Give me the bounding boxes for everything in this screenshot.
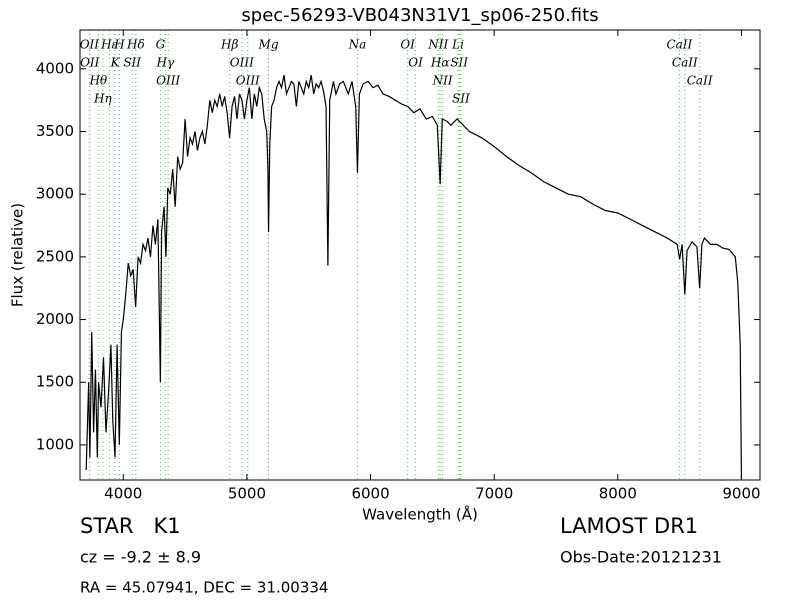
line-label: Mg <box>258 38 279 52</box>
line-label: Hα <box>430 56 450 70</box>
y-tick-label: 3500 <box>36 122 74 140</box>
object-class: STAR K1 <box>80 514 181 538</box>
line-label: OIII <box>230 56 254 70</box>
line-label: Hε <box>100 38 118 52</box>
x-tick-label: 6000 <box>351 485 389 503</box>
survey: LAMOST DR1 <box>560 514 698 538</box>
y-axis-label: Flux (relative) <box>9 203 27 307</box>
line-label: SII <box>450 56 468 70</box>
line-label: OIII <box>156 74 180 88</box>
line-label: OII <box>80 38 100 52</box>
line-label: Hθ <box>88 74 107 88</box>
line-label: Hβ <box>220 38 238 52</box>
plot-area <box>85 75 743 480</box>
line-label: OI <box>400 38 415 52</box>
line-label: NII <box>432 74 453 88</box>
line-label: CaII <box>672 56 698 70</box>
line-label: H <box>113 38 125 52</box>
x-tick-label: 9000 <box>722 485 760 503</box>
line-label: CaII <box>687 74 713 88</box>
x-tick-label: 7000 <box>475 485 513 503</box>
line-label: SII <box>452 92 470 106</box>
coordinates: RA = 45.07941, DEC = 31.00334 <box>80 579 328 597</box>
y-tick-label: 1000 <box>36 435 74 453</box>
line-label: OIII <box>236 74 260 88</box>
y-tick-label: 2500 <box>36 247 74 265</box>
redshift: cz = -9.2 ± 8.9 <box>80 548 201 567</box>
x-axis-label: Wavelength (Å) <box>362 505 478 524</box>
line-label: Hδ <box>126 38 145 52</box>
x-tick-label: 5000 <box>228 485 266 503</box>
line-label: OI <box>408 56 423 70</box>
spectrum-line <box>85 75 743 480</box>
line-label: Hη <box>93 92 112 106</box>
y-tick-label: 4000 <box>36 59 74 77</box>
line-label: K <box>110 56 121 70</box>
y-tick-label: 2000 <box>36 310 74 328</box>
line-label: G <box>156 38 166 52</box>
line-label: Na <box>348 38 367 52</box>
x-tick-label: 4000 <box>104 485 142 503</box>
y-tick-label: 1500 <box>36 373 74 391</box>
line-label: OII <box>80 56 100 70</box>
line-label: NII <box>427 38 448 52</box>
line-label: Hγ <box>155 56 174 70</box>
y-tick-label: 3000 <box>36 185 74 203</box>
line-label: CaII <box>666 38 692 52</box>
plot-frame <box>79 29 761 481</box>
chart-title: spec-56293-VB043N31V1_sp06-250.fits <box>241 5 598 26</box>
line-label: Li <box>451 38 464 52</box>
obs-date: Obs-Date:20121231 <box>560 548 722 567</box>
x-tick-label: 8000 <box>599 485 637 503</box>
line-label: SII <box>123 56 141 70</box>
